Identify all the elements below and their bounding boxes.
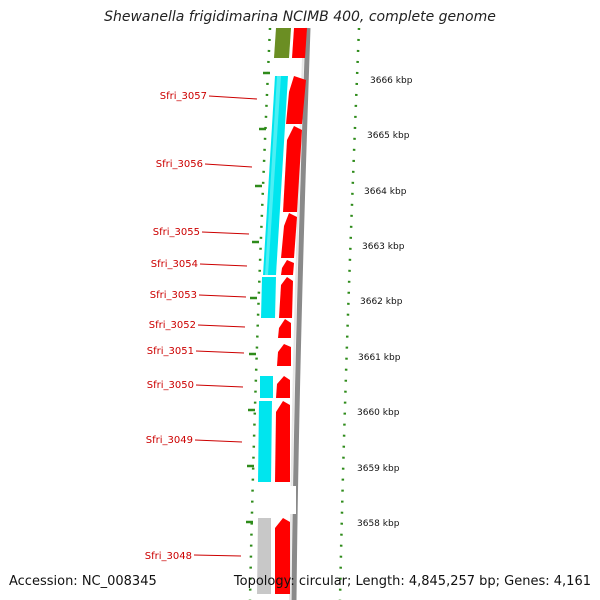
gene-label: Sfri_3048 <box>145 551 192 562</box>
reverse-strand-genes[interactable] <box>258 76 288 482</box>
gene-label: Sfri_3056 <box>156 159 203 170</box>
ruler-tick-labels: 3666 kbp 3665 kbp 3664 kbp 3663 kbp 3662… <box>357 76 413 529</box>
gene-fwd-3048 <box>275 518 290 594</box>
tick-label: 3660 kbp <box>357 408 400 418</box>
map-title: Shewanella frigidimarina NCIMB 400, comp… <box>104 9 496 25</box>
gene-rev-3054-3053 <box>261 277 276 318</box>
tick-label: 3658 kbp <box>357 519 400 529</box>
genome-summary-text: Topology: circular; Length: 4,845,257 bp… <box>233 574 591 589</box>
gene-rev-3049 <box>258 401 272 482</box>
gene-fwd-3056 <box>283 126 302 212</box>
tick-label: 3663 kbp <box>362 242 405 252</box>
gene-fwd-3050 <box>276 376 290 398</box>
gene-label: Sfri_3051 <box>147 346 194 357</box>
gene-label: Sfri_3055 <box>153 227 200 238</box>
genome-backbone <box>291 27 311 600</box>
gene-label: Sfri_3053 <box>150 290 197 301</box>
tick-label: 3665 kbp <box>367 131 410 141</box>
gene-rev-3050 <box>260 376 273 398</box>
gene-fwd-3055 <box>281 213 297 258</box>
gene-label: Sfri_3052 <box>149 320 196 331</box>
feature-grey[interactable] <box>257 518 271 594</box>
ruler-outer-dots <box>338 27 361 600</box>
gene-fwd-3049 <box>275 401 290 482</box>
forward-strand-genes[interactable] <box>275 76 306 594</box>
ruler-major-ticks <box>246 71 270 524</box>
gene-label-lines <box>193 95 258 557</box>
gene-fwd-3052 <box>278 319 291 338</box>
tick-label: 3661 kbp <box>358 353 401 363</box>
gene-fwd-3054 <box>281 260 294 275</box>
tick-label: 3659 kbp <box>357 464 400 474</box>
gene-fwd-3051 <box>277 344 291 366</box>
tick-label: 3666 kbp <box>370 76 413 86</box>
gene-fwd-3053 <box>279 277 293 318</box>
accession-text: Accession: NC_008345 <box>9 574 157 589</box>
gene-fwd-3057 <box>286 76 306 124</box>
tick-label: 3662 kbp <box>360 297 403 307</box>
gene-label: Sfri_3057 <box>160 91 207 102</box>
gene-label: Sfri_3049 <box>146 435 193 446</box>
feature-olive[interactable] <box>274 28 291 58</box>
ruler-inner-dots <box>248 27 272 600</box>
gap-region <box>262 486 296 514</box>
gene-label: Sfri_3054 <box>151 259 198 270</box>
gene-labels: Sfri_3057 Sfri_3056 Sfri_3055 Sfri_3054 … <box>145 91 207 562</box>
feature-olive-top-red[interactable] <box>292 28 307 58</box>
gene-label: Sfri_3050 <box>147 380 194 391</box>
tick-label: 3664 kbp <box>364 187 407 197</box>
